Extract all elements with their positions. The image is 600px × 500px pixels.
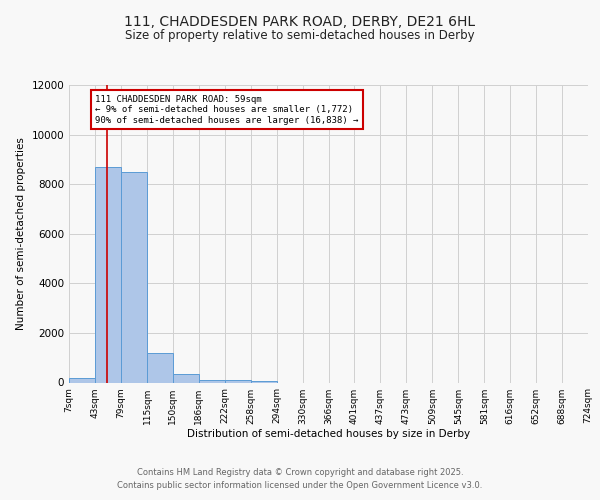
X-axis label: Distribution of semi-detached houses by size in Derby: Distribution of semi-detached houses by … (187, 430, 470, 440)
Text: 111, CHADDESDEN PARK ROAD, DERBY, DE21 6HL: 111, CHADDESDEN PARK ROAD, DERBY, DE21 6… (124, 16, 476, 30)
Y-axis label: Number of semi-detached properties: Number of semi-detached properties (16, 138, 26, 330)
Bar (95, 167, 121, 382)
Bar (69, 378, 95, 382)
Text: Size of property relative to semi-detached houses in Derby: Size of property relative to semi-detach… (125, 28, 475, 42)
Text: Contains public sector information licensed under the Open Government Licence v3: Contains public sector information licen… (118, 480, 482, 490)
Text: Contains HM Land Registry data © Crown copyright and database right 2025.: Contains HM Land Registry data © Crown c… (137, 468, 463, 477)
Bar (147, 353, 173, 382)
Bar (224, 380, 251, 382)
Bar (121, 172, 147, 382)
Text: 111 CHADDESDEN PARK ROAD: 59sqm
← 9% of semi-detached houses are smaller (1,772): 111 CHADDESDEN PARK ROAD: 59sqm ← 9% of … (95, 95, 358, 124)
Bar (199, 380, 224, 382)
Bar (173, 374, 199, 382)
